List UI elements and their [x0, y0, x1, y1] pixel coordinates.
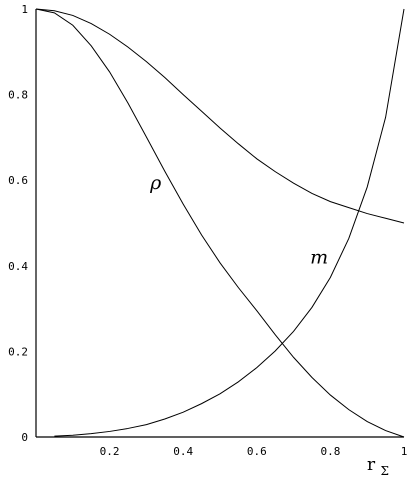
x-tick-label: 0.6: [247, 445, 267, 458]
x-tick-label: 0.2: [100, 445, 120, 458]
curves: [35, 8, 405, 438]
y-tick-label: 0.4: [8, 260, 28, 273]
series-labels: ρm: [149, 172, 328, 269]
y-tick-label: 1: [21, 3, 28, 16]
x-axis-label-subscript: Σ: [381, 464, 389, 478]
x-axis-label-main: r: [367, 455, 376, 475]
y-tick-label: 0.2: [8, 345, 28, 358]
series-label-0: ρ: [149, 172, 162, 194]
x-axis-label: r Σ: [367, 455, 389, 478]
series-line-1: [35, 8, 405, 224]
x-tick-label: 0.8: [320, 445, 340, 458]
tick-labels: 0 0.2 0.4 0.6 0.8 1 0.2 0.4 0.6 0.8 1: [8, 3, 407, 458]
axes: [35, 9, 404, 438]
series-line-2: [54, 8, 405, 437]
y-tick-label: 0: [21, 431, 28, 444]
x-tick-label: 0.4: [173, 445, 193, 458]
y-tick-label: 0.6: [8, 174, 28, 187]
series-label-2: m: [310, 247, 328, 269]
series-line-0: [35, 8, 405, 438]
x-tick-label: 1: [401, 445, 408, 458]
y-tick-label: 0.8: [8, 89, 28, 102]
